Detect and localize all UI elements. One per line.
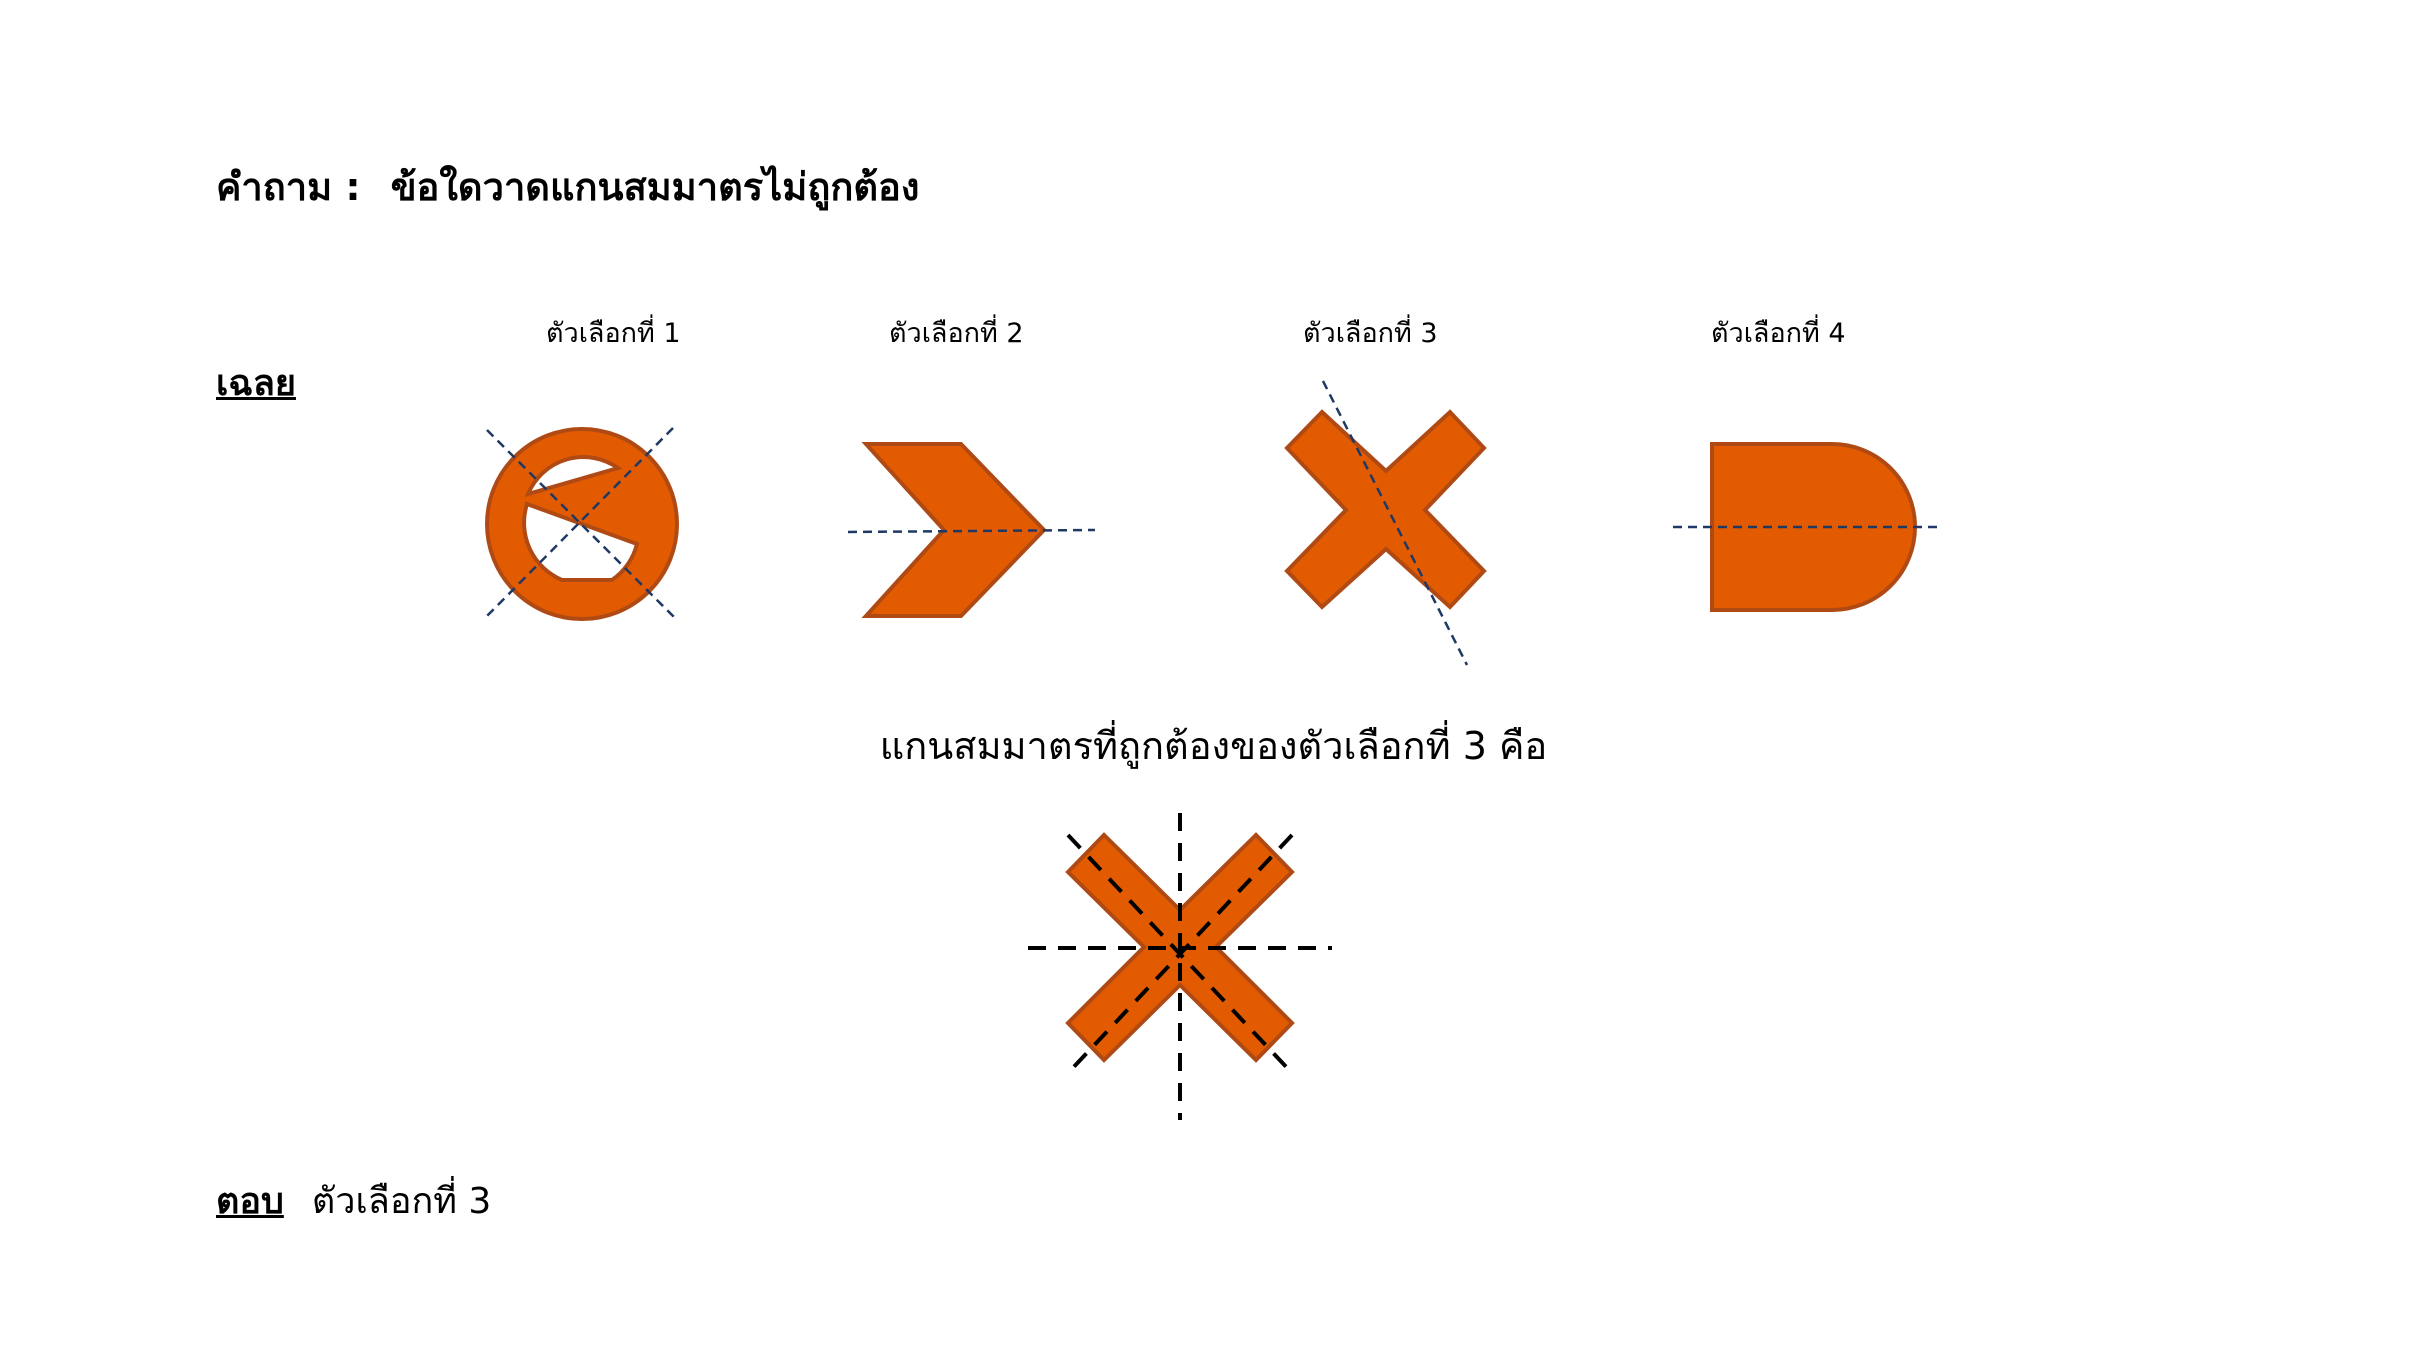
x-cross-solution-icon [1028,813,1332,1120]
question-label: คำถาม : [216,165,361,209]
option-2-label: ตัวเลือกที่ 2 [889,318,1024,349]
option-2-axis [847,528,1096,534]
d-shape-icon [1673,442,1938,612]
option-4-label: ตัวเลือกที่ 4 [1711,318,1846,349]
option-3-label: ตัวเลือกที่ 3 [1303,318,1438,349]
x-cross-icon [1284,380,1487,666]
solution-axis-diagonal-b [1066,833,1294,1075]
option-3-shape [1284,409,1487,610]
answer-heading: เฉลย [216,363,296,404]
option-3-axis-incorrect [1321,380,1469,666]
question-line: คำถาม : ข้อใดวาดแกนสมมาตรไม่ถูกต้อง [216,168,919,206]
final-answer-label: ตอบ [216,1181,284,1222]
chevron-arrow-icon [847,442,1096,618]
final-answer-text: ตัวเลือกที่ 3 [311,1181,492,1222]
option-1-hole-a [524,455,623,498]
question-text: ข้อใดวาดแกนสมมาตรไม่ถูกต้อง [390,165,920,209]
final-answer-line: ตอบ ตัวเลือกที่ 3 [216,1184,491,1220]
correct-axes-caption: แกนสมมาตรที่ถูกต้องของตัวเลือกที่ 3 คือ [879,724,1548,768]
option-1-label: ตัวเลือกที่ 1 [546,318,681,349]
prohibition-sign-icon [484,427,680,621]
